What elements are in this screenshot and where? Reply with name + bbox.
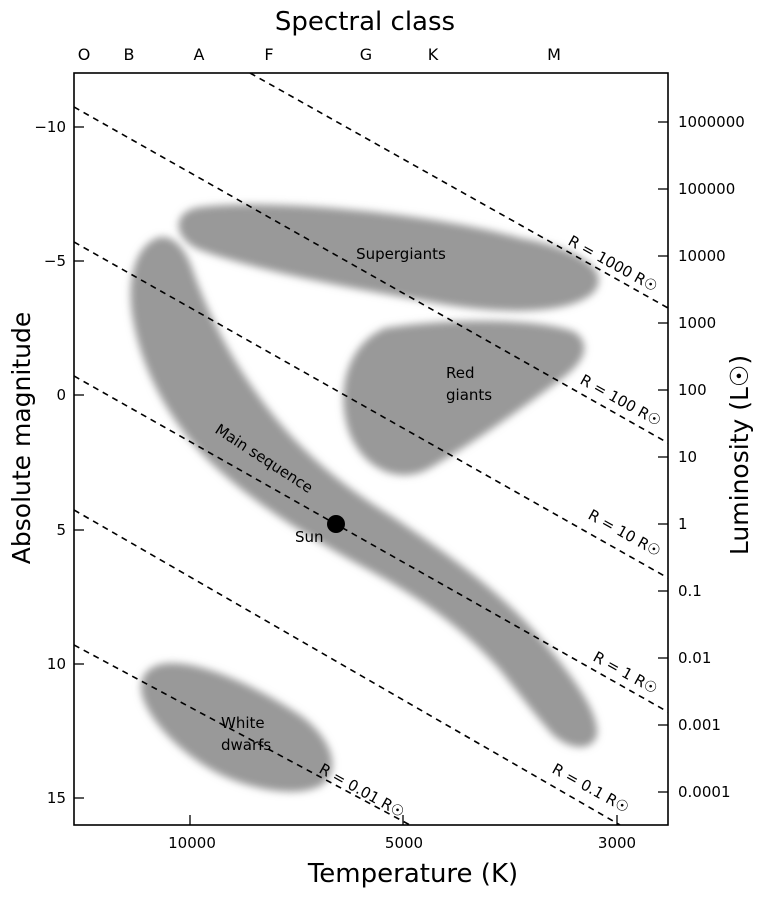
left-axis-label: Absolute magnitude xyxy=(7,312,36,564)
radius-line-1000 xyxy=(249,73,668,309)
left-tick-label: 5 xyxy=(56,521,66,539)
stellar-regions xyxy=(130,204,599,792)
right-tick-label: 0.01 xyxy=(678,649,711,667)
sun-marker xyxy=(327,515,345,533)
left-tick-label: −10 xyxy=(34,118,66,136)
radius-line-0-01 xyxy=(74,644,411,825)
left-axis: −10 −5 0 5 10 15 Absolute magnitude xyxy=(7,118,84,807)
radius-line-10 xyxy=(74,241,668,579)
red-giants-label-line1: Red xyxy=(446,364,475,382)
red-giants-label-line2: giants xyxy=(446,386,492,404)
spectral-class-b: B xyxy=(124,45,135,64)
red-giants-region xyxy=(343,320,585,476)
right-tick-label: 100 xyxy=(678,381,707,399)
spectral-class-f: F xyxy=(264,45,273,64)
spectral-class-labels: O B A F G K M xyxy=(78,45,561,64)
right-tick-label: 0.1 xyxy=(678,582,702,600)
white-dwarfs-label-line2: dwarfs xyxy=(221,736,271,754)
spectral-class-m: M xyxy=(547,45,561,64)
left-tick-label: 0 xyxy=(56,386,66,404)
radius-label-10: R = 10 R☉ xyxy=(585,506,664,561)
right-tick-label: 0.0001 xyxy=(678,783,731,801)
supergiants-label: Supergiants xyxy=(356,245,446,263)
right-tick-label: 0.001 xyxy=(678,716,721,734)
radius-label-100: R = 100 R☉ xyxy=(577,371,664,430)
bottom-axis: 10000 5000 3000 Temperature (K) xyxy=(168,815,636,889)
plot-frame xyxy=(73,72,669,826)
right-tick-label: 10000 xyxy=(678,247,726,265)
right-tick-label: 1000 xyxy=(678,314,716,332)
radius-line-100 xyxy=(74,106,668,444)
supergiants-region xyxy=(178,204,599,311)
sun-label: Sun xyxy=(295,528,324,546)
spectral-class-a: A xyxy=(194,45,205,64)
radius-lines xyxy=(74,73,668,825)
right-tick-label: 100000 xyxy=(678,180,735,198)
left-tick-label: 10 xyxy=(47,655,66,673)
right-axis-label: Luminosity (L☉) xyxy=(725,355,754,555)
white-dwarfs-region xyxy=(141,663,333,792)
spectral-class-g: G xyxy=(360,45,372,64)
left-tick-label: −5 xyxy=(44,252,66,270)
bottom-axis-label: Temperature (K) xyxy=(307,859,518,889)
right-axis: 1000000 100000 10000 1000 100 10 1 0.1 0… xyxy=(658,113,754,801)
spectral-class-o: O xyxy=(78,45,91,64)
bottom-tick-label: 3000 xyxy=(598,834,636,852)
radius-label-0-01: R = 0.01 R☉ xyxy=(316,760,407,822)
white-dwarfs-label-line1: White xyxy=(221,714,265,732)
radius-label-1: R = 1 R☉ xyxy=(590,648,661,698)
spectral-class-k: K xyxy=(428,45,439,64)
right-tick-label: 1000000 xyxy=(678,113,745,131)
right-tick-label: 1 xyxy=(678,515,688,533)
spectral-class-title: Spectral class xyxy=(275,7,455,37)
bottom-tick-label: 10000 xyxy=(168,834,216,852)
left-tick-label: 15 xyxy=(47,789,66,807)
radius-line-1 xyxy=(74,375,668,713)
right-tick-label: 10 xyxy=(678,448,697,466)
bottom-tick-label: 5000 xyxy=(385,834,423,852)
main-sequence-region xyxy=(130,237,598,748)
